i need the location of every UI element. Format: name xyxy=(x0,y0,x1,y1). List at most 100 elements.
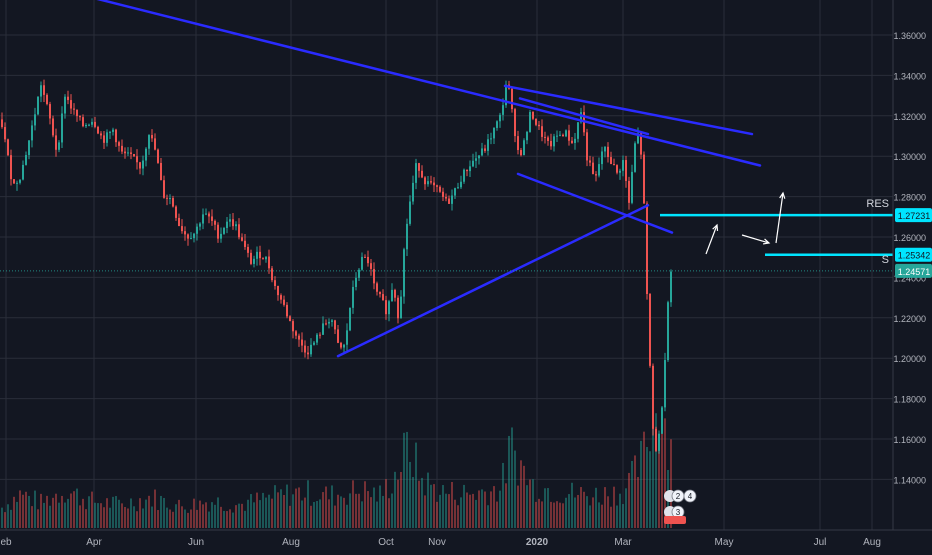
candle xyxy=(136,149,138,170)
volume-bar xyxy=(274,485,276,528)
volume-bar xyxy=(295,488,297,528)
candle-body xyxy=(241,237,243,241)
candle-body xyxy=(487,139,489,151)
x-tick-label: Oct xyxy=(378,537,394,548)
candle-body xyxy=(511,88,513,110)
candle-body xyxy=(670,271,672,303)
x-tick-label: Nov xyxy=(428,537,446,548)
candle-body xyxy=(517,136,519,151)
x-tick-label: Jul xyxy=(814,537,827,548)
volume-bar xyxy=(526,485,528,528)
volume-bar xyxy=(238,503,240,528)
candle-body xyxy=(628,180,630,203)
trendlines[interactable] xyxy=(85,0,762,358)
candle-body xyxy=(436,185,438,187)
trendline-long-term-downtrend[interactable] xyxy=(85,0,762,167)
trendline-lower-channel[interactable] xyxy=(516,172,674,234)
trendline-upper-resistance[interactable] xyxy=(503,84,754,136)
candle xyxy=(1,112,3,129)
volume-bar xyxy=(259,500,261,528)
candle xyxy=(19,179,21,185)
candle xyxy=(415,158,417,190)
volume-bar xyxy=(10,509,12,528)
volume-bar xyxy=(310,505,312,528)
x-tick-label: Jun xyxy=(188,537,204,548)
volume-bar xyxy=(586,496,588,528)
candle xyxy=(460,175,462,190)
candle-body xyxy=(532,111,534,119)
candle xyxy=(646,201,648,300)
candle xyxy=(211,209,213,226)
candle xyxy=(58,140,60,153)
candle xyxy=(91,118,93,128)
candle-body xyxy=(154,138,156,150)
volume-bar xyxy=(385,479,387,528)
candle xyxy=(592,156,594,175)
volume-bar xyxy=(613,486,615,528)
candle-body xyxy=(367,256,369,264)
volume-bar xyxy=(370,497,372,528)
candle-body xyxy=(25,154,27,165)
candle xyxy=(31,120,33,148)
volume-bar xyxy=(433,484,435,528)
volume-bar xyxy=(367,491,369,528)
candle xyxy=(616,164,618,175)
candle-body xyxy=(130,152,132,154)
y-tick-label: 1.34000 xyxy=(893,71,926,81)
volume-bar xyxy=(31,506,33,528)
candle-body xyxy=(271,268,273,281)
candle xyxy=(334,319,336,335)
volume-bar xyxy=(508,435,510,528)
candle xyxy=(55,128,57,157)
candle xyxy=(667,300,669,362)
candle-body xyxy=(148,135,150,149)
volume-bar xyxy=(172,511,174,528)
candle-body xyxy=(199,223,201,227)
volume-bar xyxy=(604,487,606,528)
volume-bar xyxy=(661,419,663,528)
candle-body xyxy=(562,134,564,137)
volume-bar xyxy=(67,498,69,528)
volume-bar xyxy=(244,510,246,528)
volume-bar xyxy=(13,496,15,528)
candle xyxy=(166,194,168,206)
trendline-ascending-support[interactable] xyxy=(336,204,650,358)
candle-body xyxy=(622,160,624,171)
candle xyxy=(400,290,402,319)
volume-bar xyxy=(136,511,138,528)
volume-bar xyxy=(505,483,507,528)
volume-bar xyxy=(190,509,192,528)
volume-bar xyxy=(181,506,183,528)
time-scale[interactable] xyxy=(0,530,932,550)
candle xyxy=(235,221,237,231)
candle xyxy=(301,332,303,353)
candle xyxy=(160,158,162,181)
volume-bar xyxy=(664,418,666,528)
candle xyxy=(475,151,477,168)
candle-body xyxy=(211,216,213,221)
volume-bar xyxy=(157,510,159,528)
volume-bar xyxy=(658,439,660,528)
candle xyxy=(127,147,129,157)
candle xyxy=(76,109,78,122)
volume-bar xyxy=(235,505,237,528)
candle xyxy=(499,112,501,128)
candle-body xyxy=(580,112,582,123)
candle xyxy=(43,79,45,102)
candle-body xyxy=(589,160,591,163)
candle-body xyxy=(100,133,102,136)
volume-bar xyxy=(271,498,273,528)
candle-body xyxy=(586,132,588,161)
candle-body xyxy=(631,171,633,203)
event-badges[interactable]: 2 43 xyxy=(664,489,697,524)
volume-bar xyxy=(547,488,549,528)
trendline-upper-channel[interactable] xyxy=(518,97,650,136)
volume-bar xyxy=(538,498,540,528)
volume-bar xyxy=(325,486,327,528)
volume-bar xyxy=(340,496,342,528)
candle xyxy=(340,341,342,350)
candle-body xyxy=(7,139,9,156)
